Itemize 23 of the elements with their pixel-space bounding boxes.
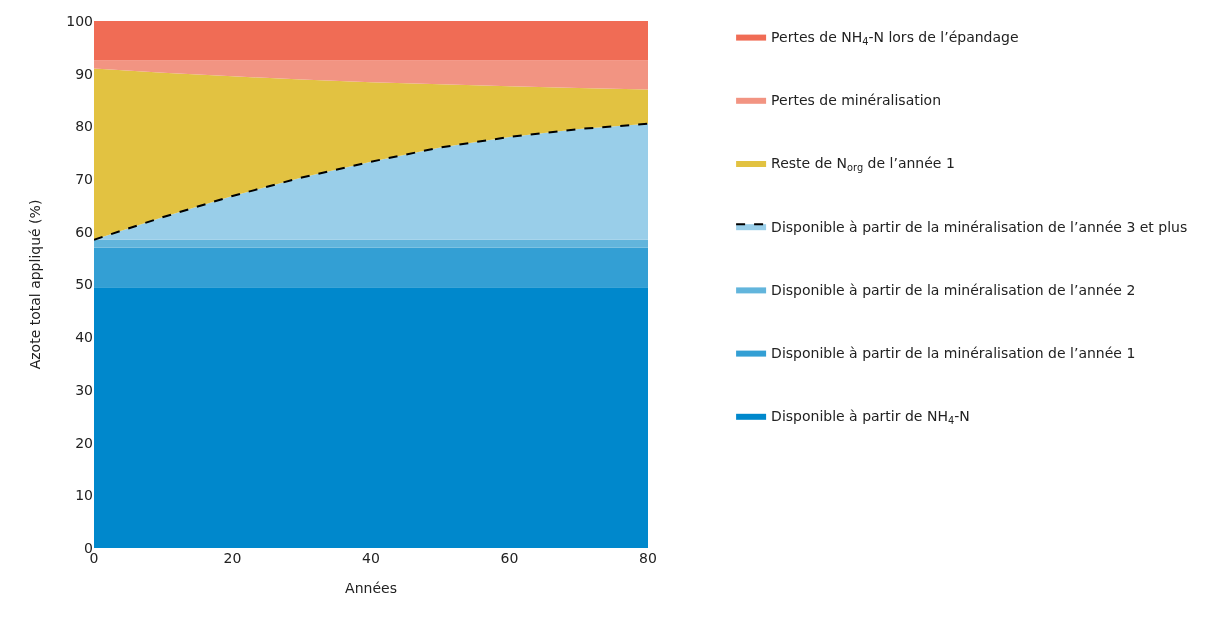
legend-label: Disponible à partir de NH$_{4}$-N	[771, 408, 970, 427]
legend-label: Pertes de NH$_{4}$-N lors de l’épandage	[771, 29, 1019, 47]
legend-label: Reste de N$_{org}$ de l’année 1	[771, 155, 955, 174]
legend-label: Disponible à partir de la minéralisation de l’année 2	[771, 281, 1136, 298]
y-tick-label: 30	[75, 381, 93, 398]
y-tick-label: 10	[75, 487, 93, 504]
x-tick-label: 20	[223, 550, 242, 566]
y-tick-label: 50	[75, 276, 93, 293]
legend-label: Disponible à partir de la minéralisation de l’année 1	[771, 345, 1136, 362]
x-axis-title: Années	[345, 580, 397, 597]
y-tick-label: 70	[75, 171, 93, 187]
x-tick-label: 40	[362, 550, 380, 566]
y-axis-title: Azote total appliqué (%)	[26, 199, 43, 370]
y-tick-label: 20	[75, 434, 93, 451]
y-tick-label: 80	[75, 118, 93, 135]
legend-label: Disponible à partir de la minéralisation de l’année 3 et plus	[771, 218, 1188, 235]
y-tick-label: 60	[75, 223, 93, 240]
y-tick-label: 90	[75, 65, 93, 82]
x-tick-label: 80	[639, 550, 657, 566]
y-tick-label: 100	[66, 12, 93, 29]
legend-label: Pertes de minéralisation	[771, 92, 942, 109]
x-tick-label: 60	[500, 550, 519, 566]
y-tick-label: 40	[75, 329, 93, 346]
